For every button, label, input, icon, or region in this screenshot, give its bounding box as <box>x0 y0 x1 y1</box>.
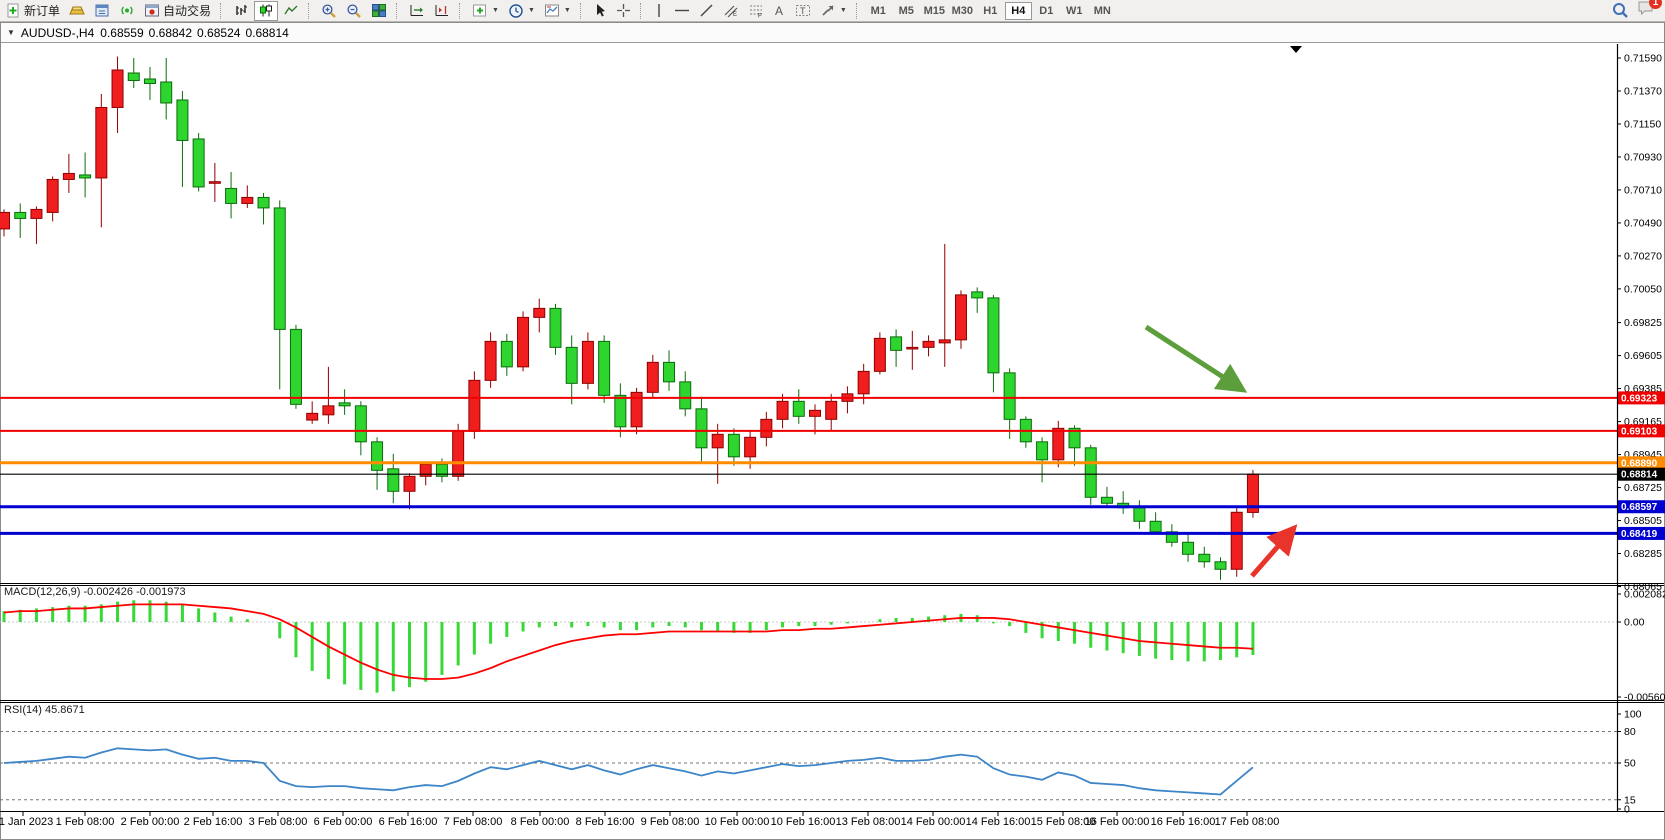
chart-shift-button[interactable] <box>430 1 454 21</box>
line-chart-icon <box>283 3 299 18</box>
vertical-line-icon <box>653 3 665 18</box>
timeframe-button-M30[interactable]: M30 <box>951 4 973 17</box>
chart-window: ▼ AUDUSD-,H4 0.68559 0.68842 0.68524 0.6… <box>0 22 1665 840</box>
candlestick-chart-icon <box>258 3 274 18</box>
svg-text:E: E <box>733 12 737 18</box>
macd-signal-value: -0.001973 <box>136 586 186 598</box>
chart-symbol-timeframe: AUDUSD-,H4 <box>20 25 95 40</box>
timeframe-button-H1[interactable]: H1 <box>983 4 998 17</box>
new-order-button[interactable]: 新订单 <box>2 1 64 21</box>
timeframe-button-M5[interactable]: M5 <box>898 4 914 17</box>
bar-chart-type-button[interactable] <box>229 1 253 21</box>
toolbar-separator <box>220 2 225 19</box>
tile-windows-icon <box>371 3 387 18</box>
svg-text:A: A <box>775 4 783 18</box>
signals-icon <box>119 3 135 18</box>
market-watch-button[interactable] <box>65 1 89 21</box>
text-icon: A <box>773 3 786 18</box>
dropdown-caret-icon: ▼ <box>527 7 535 14</box>
clock-icon <box>508 3 524 19</box>
dropdown-caret-icon: ▼ <box>839 7 847 14</box>
trendline-icon <box>699 3 714 18</box>
fibonacci-icon: F <box>748 3 764 20</box>
dropdown-caret-icon: ▼ <box>563 7 571 14</box>
crosshair-tool-button[interactable] <box>612 1 635 21</box>
template-icon <box>544 3 560 18</box>
timeframe-button-H4[interactable]: H4 <box>1004 1 1032 20</box>
auto-scroll-icon <box>409 3 425 18</box>
rsi-label: RSI(14) 45.8671 <box>4 704 85 716</box>
macd-value: -0.002426 <box>83 586 134 598</box>
open-value: 0.68559 <box>100 25 144 40</box>
macd-label: MACD(12,26,9) -0.002426 -0.001973 <box>4 586 186 598</box>
notification-badge: 1 <box>1649 0 1662 9</box>
chart-shift-icon <box>434 3 450 18</box>
auto-trading-button[interactable]: 自动交易 <box>140 1 215 21</box>
timeframe-button-MN[interactable]: MN <box>1093 4 1111 17</box>
zoom-out-icon <box>346 3 362 19</box>
bar-chart-icon <box>233 3 249 18</box>
new-order-icon <box>6 3 21 18</box>
chart-menu-icon[interactable]: ▼ <box>7 28 15 37</box>
dropdown-caret-icon: ▼ <box>492 7 499 14</box>
toolbar-separator <box>459 2 464 19</box>
high-value: 0.68842 <box>148 25 193 40</box>
toolbar-separator <box>579 2 585 19</box>
zoom-in-button[interactable] <box>317 1 341 21</box>
channel-icon: E <box>723 3 739 18</box>
crosshair-icon <box>616 3 631 18</box>
indicators-button[interactable]: ▼ <box>468 1 503 21</box>
svg-text:T: T <box>800 6 806 16</box>
gold-ingot-icon <box>69 3 85 18</box>
vertical-line-tool-button[interactable] <box>649 1 669 21</box>
toolbar-separator <box>396 2 401 19</box>
templates-button[interactable]: ▼ <box>540 1 575 21</box>
data-window-icon <box>94 3 110 18</box>
cursor-icon <box>593 3 607 18</box>
zoom-out-button[interactable] <box>342 1 366 21</box>
svg-text:F: F <box>758 14 762 19</box>
line-chart-type-button[interactable] <box>279 1 303 21</box>
timeframe-button-W1[interactable]: W1 <box>1066 4 1083 17</box>
toolbar-separator <box>308 2 313 19</box>
auto-scroll-button[interactable] <box>405 1 429 21</box>
toolbar: 新订单 自动交易 ▼ ▼ ▼ E F A T <box>0 0 1665 22</box>
equidistant-channel-tool-button[interactable]: E <box>719 1 743 21</box>
timeframe-button-M15[interactable]: M15 <box>923 4 945 17</box>
tile-windows-button[interactable] <box>367 1 391 21</box>
horizontal-line-icon <box>674 3 690 18</box>
cursor-tool-button[interactable] <box>589 1 611 21</box>
candlestick-chart-type-button[interactable] <box>254 0 279 21</box>
chart-ohlc: 0.68559 0.68842 0.68524 0.68814 <box>100 26 289 40</box>
auto-trading-icon <box>144 3 160 18</box>
arrows-icon <box>820 3 836 18</box>
low-value: 0.68524 <box>197 25 241 40</box>
trendline-tool-button[interactable] <box>695 1 718 21</box>
text-label-tool-button[interactable]: T <box>791 1 815 21</box>
auto-trading-label: 自动交易 <box>163 4 212 18</box>
timeframe-button-D1[interactable]: D1 <box>1039 4 1054 17</box>
text-label-icon: T <box>795 3 811 18</box>
new-order-label: 新订单 <box>24 4 61 18</box>
timeframe-toolbar: M1 M5 M15 M30 H1 H4 D1 W1 MN <box>865 1 1116 20</box>
close-value: 0.68814 <box>245 25 289 40</box>
indicators-icon <box>472 3 488 18</box>
timeframe-button-M1[interactable]: M1 <box>870 4 886 17</box>
fibonacci-tool-button[interactable]: F <box>744 1 768 21</box>
chart-title-bar[interactable]: ▼ AUDUSD-,H4 0.68559 0.68842 0.68524 0.6… <box>1 23 1664 43</box>
rsi-value: 45.8671 <box>44 704 85 716</box>
zoom-in-icon <box>321 3 337 19</box>
notifications-button[interactable]: 1 <box>1637 0 1662 21</box>
arrows-tool-button[interactable]: ▼ <box>816 1 851 21</box>
signals-button[interactable] <box>115 1 139 21</box>
toolbar-separator <box>639 2 645 19</box>
search-icon[interactable] <box>1612 2 1629 19</box>
text-tool-button[interactable]: A <box>769 1 790 21</box>
periods-button[interactable]: ▼ <box>504 1 539 21</box>
horizontal-line-tool-button[interactable] <box>670 1 694 21</box>
data-window-button[interactable] <box>90 1 114 21</box>
toolbar-separator <box>855 2 861 19</box>
